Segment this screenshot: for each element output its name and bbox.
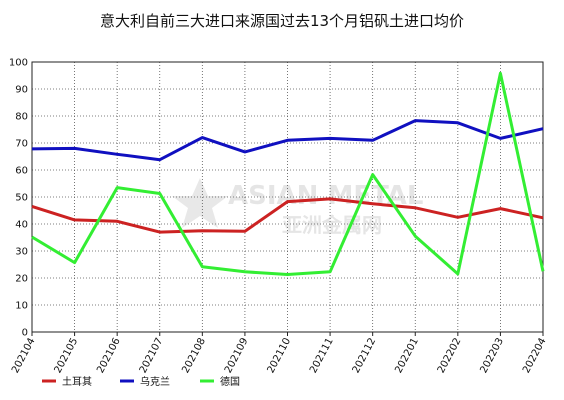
x-tick-label: 202104 — [10, 336, 38, 375]
y-tick-label: 90 — [15, 85, 28, 96]
x-tick-label: 202203 — [478, 336, 506, 375]
x-tick-label: 202202 — [436, 336, 464, 375]
legend-label-1: 土耳其 — [62, 375, 92, 388]
x-tick-label: 202110 — [266, 336, 294, 375]
watermark-text-cn: 亚洲金属网 — [282, 213, 382, 237]
x-tick-label: 202201 — [393, 336, 421, 375]
legend-label-2: 乌克兰 — [140, 375, 170, 388]
x-tick-labels: 202104 202105 202106 202107 202108 202109 2021… — [10, 336, 549, 375]
grid — [32, 61, 543, 332]
y-tick-label: 80 — [15, 112, 28, 123]
series-lines — [31, 71, 545, 276]
y-tick-label: 50 — [15, 193, 28, 204]
legend: 土耳其 乌克兰 德国 — [42, 375, 240, 388]
y-tick-label: 10 — [15, 301, 28, 312]
x-tick-label: 202105 — [53, 336, 81, 375]
plot-frame — [31, 61, 544, 333]
series-line-2 — [31, 119, 544, 162]
series-line-3 — [31, 71, 545, 276]
y-tick-label: 0 — [22, 328, 28, 339]
x-tick-label: 202107 — [138, 336, 166, 375]
legend-label-3: 德国 — [220, 375, 240, 388]
chart-title: 意大利自前三大进口来源国过去13个月铝矾土进口均价 — [99, 12, 465, 30]
x-tick-label: 202108 — [180, 336, 208, 375]
x-tick-label: 202112 — [351, 336, 379, 375]
x-tick-label: 202106 — [95, 336, 123, 375]
y-tick-label: 60 — [15, 166, 28, 177]
x-tick-label: 202109 — [223, 336, 251, 375]
series-line-1 — [31, 197, 544, 234]
watermark-star-icon — [172, 178, 228, 228]
x-tick-label: 202204 — [521, 336, 549, 375]
axes — [31, 61, 544, 336]
x-tick-label: 202111 — [308, 336, 336, 375]
y-tick-label: 70 — [15, 139, 28, 150]
y-tick-label: 20 — [15, 274, 28, 285]
y-tick-label: 40 — [15, 220, 28, 231]
y-tick-label: 30 — [15, 247, 28, 258]
y-tick-label: 100 — [9, 58, 28, 69]
watermark: ASIAN METAL 亚洲金属网 — [172, 178, 424, 237]
y-tick-labels: 0 10 20 30 40 50 60 70 80 90 100 — [9, 58, 28, 339]
